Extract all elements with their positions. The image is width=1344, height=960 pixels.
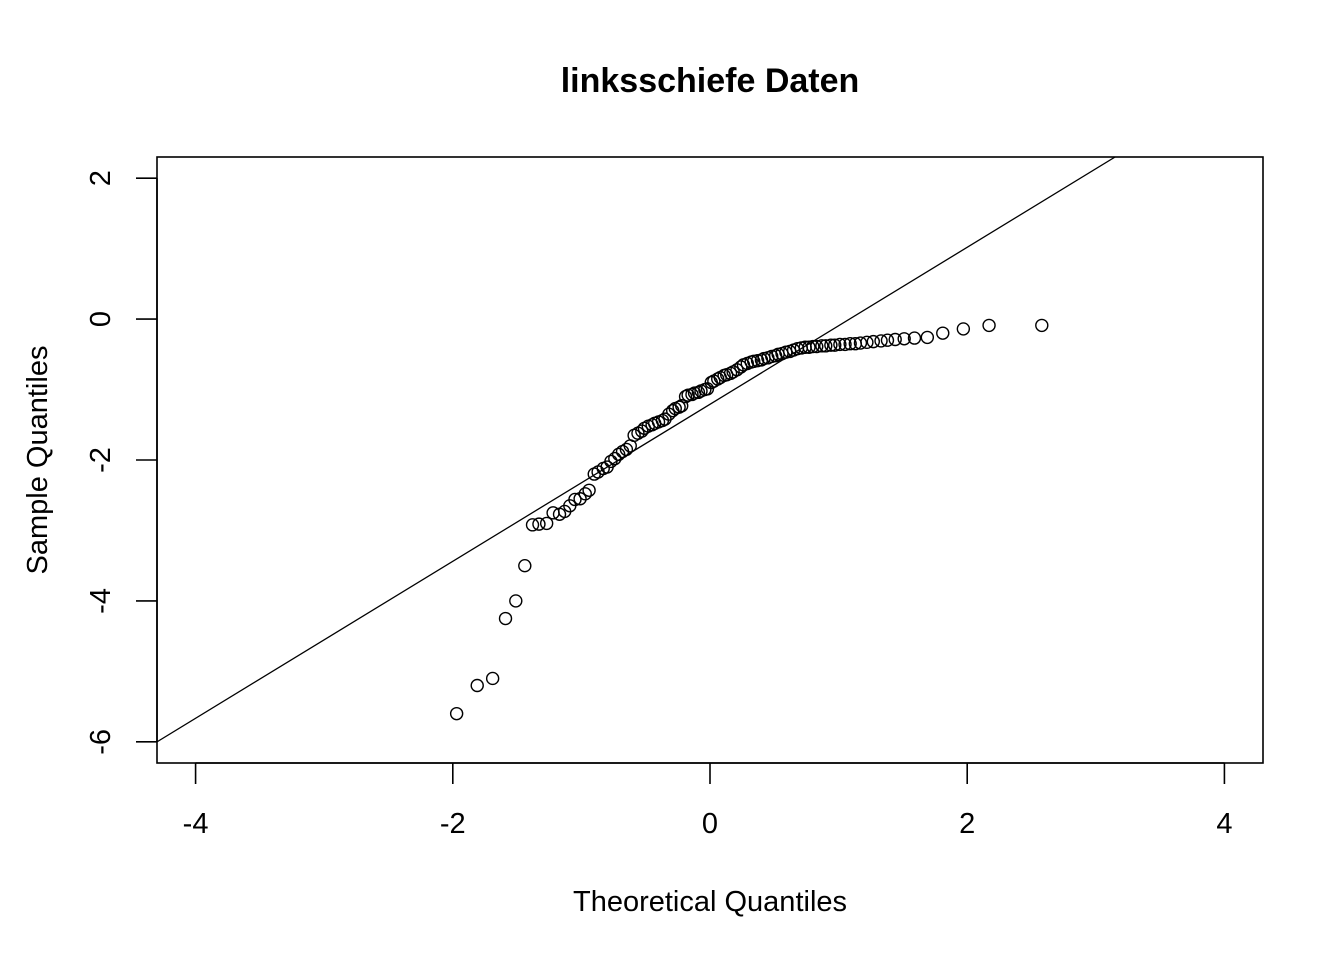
data-point (982, 318, 996, 333)
data-point (1035, 318, 1049, 333)
data-points (449, 318, 1049, 721)
data-point (838, 337, 852, 352)
y-axis-label: Sample Quantiles (22, 346, 54, 575)
data-point (866, 334, 881, 349)
data-point (672, 400, 686, 414)
data-point (509, 594, 523, 608)
data-point (880, 333, 895, 347)
data-point (498, 611, 513, 626)
data-point (539, 516, 554, 531)
data-point (888, 332, 902, 347)
data-point (956, 322, 971, 336)
data-point (824, 338, 838, 352)
x-tick-label: 2 (959, 808, 975, 840)
data-point (678, 389, 693, 404)
data-point (470, 678, 484, 693)
data-point (711, 372, 725, 386)
data-point (810, 339, 824, 354)
data-point (936, 326, 950, 340)
data-point (619, 442, 634, 457)
x-tick-label: -2 (440, 808, 466, 840)
y-tick-label: -4 (85, 588, 117, 614)
chart-title: linksschiefe Daten (561, 62, 860, 100)
data-point (604, 454, 618, 469)
data-point (685, 387, 699, 402)
y-axis: -6 -4 -2 0 2 (85, 170, 158, 755)
data-point (518, 558, 532, 573)
data-point (723, 366, 738, 381)
data-point (568, 492, 582, 507)
data-point (449, 706, 464, 721)
y-tick-label: 0 (85, 311, 117, 327)
data-point (485, 671, 500, 686)
y-tick-label: 2 (85, 170, 117, 186)
data-point (853, 336, 868, 350)
x-tick-label: -4 (183, 808, 209, 840)
data-point (611, 447, 626, 462)
data-point (675, 399, 689, 413)
data-point (897, 332, 911, 346)
data-point (578, 487, 592, 501)
y-tick-label: -2 (85, 447, 117, 473)
data-point (819, 339, 833, 353)
x-tick-label: 0 (702, 808, 718, 840)
y-tick-label: -6 (85, 729, 117, 755)
data-point (573, 492, 587, 506)
data-point (608, 451, 622, 466)
data-point (525, 518, 540, 532)
plot-frame (156, 156, 1264, 764)
data-point (828, 338, 842, 352)
data-point (815, 339, 829, 353)
data-point (860, 335, 874, 350)
data-point (920, 330, 935, 345)
data-point (582, 483, 596, 497)
data-point (843, 337, 857, 351)
data-point (532, 517, 546, 531)
data-point (907, 331, 922, 345)
data-point (806, 339, 820, 354)
x-axis-label: Theoretical Quantiles (573, 886, 847, 918)
x-axis: -4 -2 0 2 4 (183, 762, 1232, 840)
data-point (874, 334, 888, 348)
x-tick-label: 4 (1216, 808, 1232, 840)
data-point (833, 337, 847, 352)
data-point (691, 385, 706, 400)
reference-line (157, 157, 1116, 743)
